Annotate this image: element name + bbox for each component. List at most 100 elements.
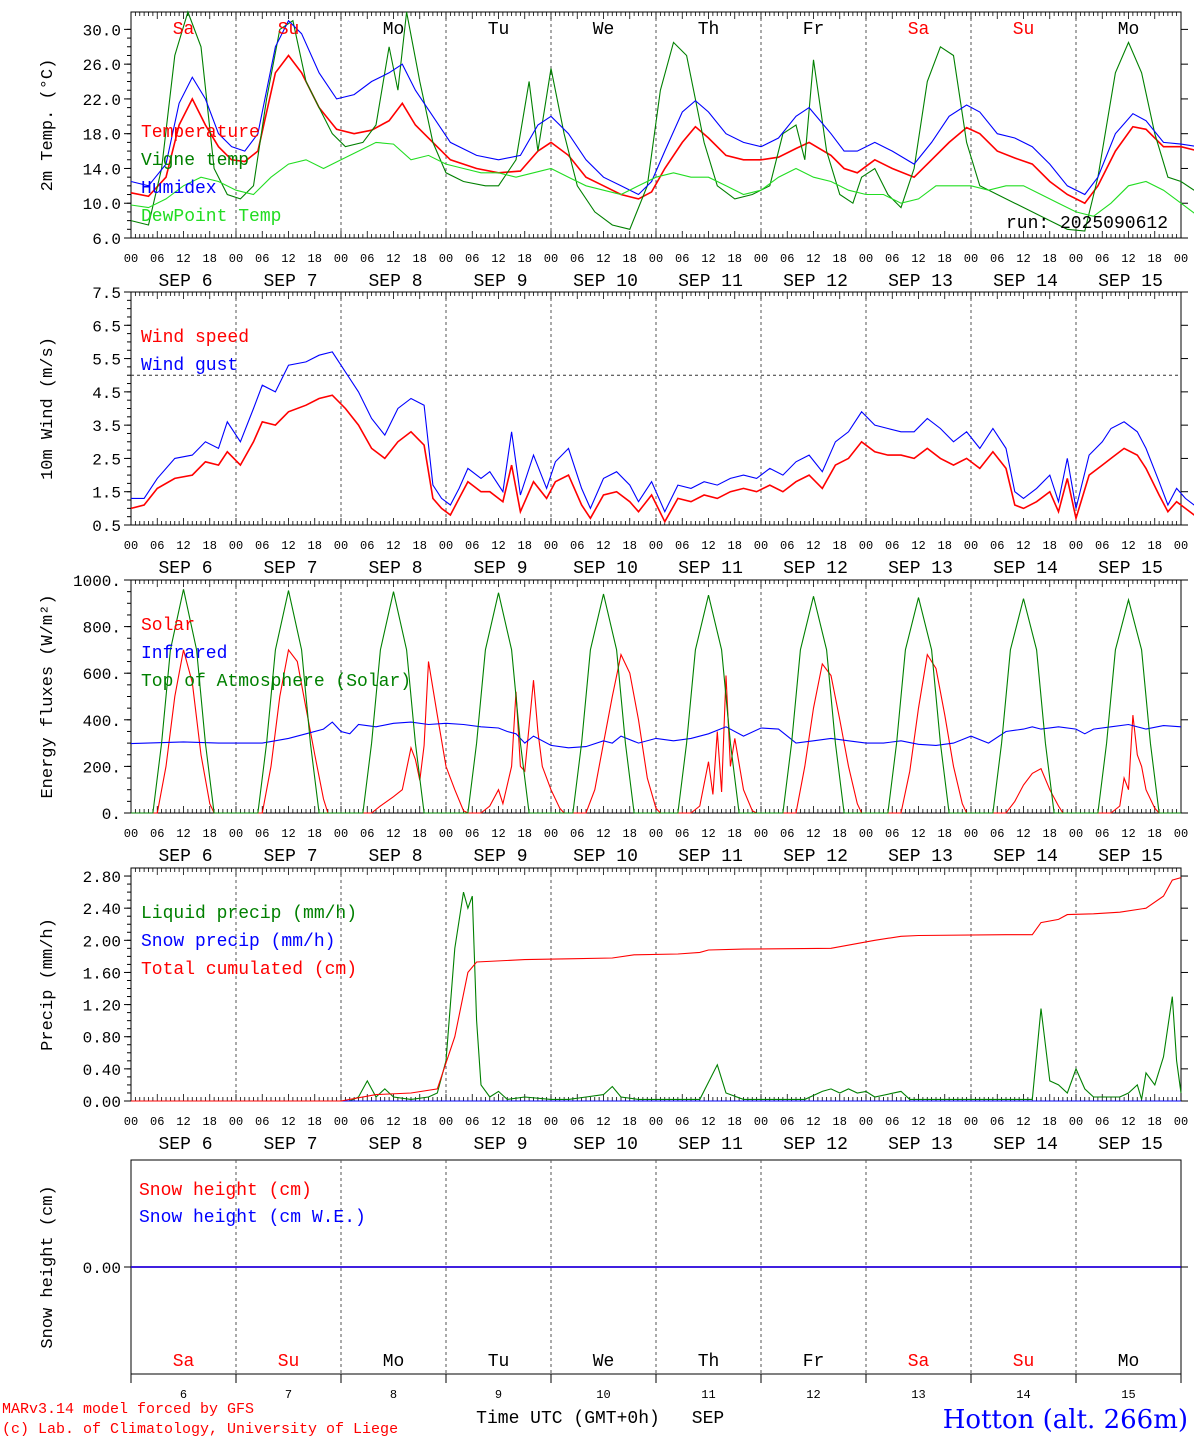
panel-3: 0. 200. 400. 600. 800. 1000. Energy fluxes (W/… bbox=[39, 573, 1188, 867]
date-label: SEP 14 bbox=[993, 272, 1058, 292]
weekday-label: Su bbox=[278, 1352, 300, 1372]
date-label: SEP 8 bbox=[368, 272, 422, 292]
y-axis-label: Snow height (cm) bbox=[39, 1185, 58, 1348]
y-tick-label: 1.20 bbox=[83, 998, 121, 1016]
weekday-label: Mo bbox=[1118, 1352, 1140, 1372]
y-tick-label: 30.0 bbox=[83, 22, 121, 40]
hour-tick-label: 00 bbox=[649, 827, 663, 841]
hour-tick-label: 00 bbox=[964, 827, 978, 841]
hour-tick-label: 12 bbox=[281, 539, 295, 553]
y-tick-label: 0. bbox=[102, 806, 121, 824]
date-label: SEP 13 bbox=[888, 847, 953, 867]
weekday-label: We bbox=[593, 20, 615, 40]
day-number-label: 11 bbox=[701, 1388, 715, 1402]
y-tick-label: 18.0 bbox=[83, 127, 121, 145]
date-label: SEP 13 bbox=[888, 559, 953, 579]
series-line-vigne-temp bbox=[130, 10, 1194, 232]
date-label: SEP 7 bbox=[263, 847, 317, 867]
y-tick-label: 0.00 bbox=[83, 1260, 121, 1278]
date-label: SEP 15 bbox=[1098, 1135, 1163, 1155]
hour-tick-label: 06 bbox=[570, 827, 584, 841]
weekday-label: Sa bbox=[173, 1352, 195, 1372]
date-label: SEP 6 bbox=[158, 847, 212, 867]
day-number-label: 14 bbox=[1016, 1388, 1030, 1402]
hour-tick-label: 18 bbox=[833, 539, 847, 553]
y-tick-label: 22.0 bbox=[83, 92, 121, 110]
station-label: Hotton (alt. 266m) bbox=[943, 1405, 1188, 1435]
x-axis-label: Time UTC (GMT+0h) bbox=[476, 1409, 660, 1429]
hour-tick-label: 00 bbox=[439, 1115, 453, 1129]
date-label: SEP 10 bbox=[573, 559, 638, 579]
hour-tick-label: 06 bbox=[675, 252, 689, 266]
hour-tick-label: 06 bbox=[990, 1115, 1004, 1129]
series-line-wind-gust bbox=[131, 351, 1194, 514]
date-label: SEP 11 bbox=[678, 847, 743, 867]
hour-tick-label: 00 bbox=[1174, 539, 1188, 553]
date-label: SEP 8 bbox=[368, 847, 422, 867]
weekday-label: Fr bbox=[803, 20, 825, 40]
hour-tick-label: 18 bbox=[728, 1115, 742, 1129]
weekday-label: Mo bbox=[383, 20, 405, 40]
hour-tick-label: 00 bbox=[334, 1115, 348, 1129]
hour-tick-label: 00 bbox=[544, 827, 558, 841]
hour-tick-label: 12 bbox=[806, 539, 820, 553]
hour-tick-label: 18 bbox=[728, 539, 742, 553]
hour-tick-label: 06 bbox=[255, 1115, 269, 1129]
series-line-infrared bbox=[130, 721, 1182, 749]
hour-tick-label: 18 bbox=[518, 539, 532, 553]
hour-tick-label: 12 bbox=[281, 252, 295, 266]
hour-tick-label: 12 bbox=[701, 1115, 715, 1129]
hour-tick-label: 06 bbox=[360, 539, 374, 553]
hour-tick-label: 00 bbox=[124, 539, 138, 553]
date-label: SEP 6 bbox=[158, 1135, 212, 1155]
hour-tick-label: 12 bbox=[1121, 539, 1135, 553]
y-tick-label: 1.60 bbox=[83, 965, 121, 983]
legend-entry: Vigne temp bbox=[141, 151, 249, 171]
y-tick-label: 1000. bbox=[73, 573, 121, 591]
month-label: SEP bbox=[692, 1409, 724, 1429]
hour-tick-label: 06 bbox=[360, 827, 374, 841]
y-tick-label: 6.5 bbox=[92, 318, 121, 336]
hour-tick-label: 12 bbox=[701, 827, 715, 841]
hour-tick-label: 00 bbox=[124, 1115, 138, 1129]
hour-tick-label: 18 bbox=[518, 827, 532, 841]
y-tick-label: 26.0 bbox=[83, 57, 121, 75]
legend-entry: DewPoint Temp bbox=[141, 207, 281, 227]
hour-tick-label: 12 bbox=[176, 827, 190, 841]
y-tick-label: 6.0 bbox=[92, 231, 121, 249]
hour-tick-label: 00 bbox=[754, 539, 768, 553]
y-axis-label: 2m Temp. (°C) bbox=[39, 59, 58, 192]
hour-tick-label: 06 bbox=[780, 539, 794, 553]
date-label: SEP 15 bbox=[1098, 847, 1163, 867]
date-label: SEP 12 bbox=[783, 1135, 848, 1155]
legend-entry: Solar bbox=[141, 616, 195, 636]
hour-tick-label: 06 bbox=[1095, 539, 1109, 553]
hour-tick-label: 00 bbox=[544, 539, 558, 553]
hour-tick-label: 12 bbox=[386, 827, 400, 841]
series-line-humidex bbox=[130, 19, 1194, 196]
y-tick-label: 600. bbox=[83, 666, 121, 684]
legend-entry: Wind speed bbox=[141, 328, 249, 348]
y-axis-label: Energy fluxes (W/m²) bbox=[39, 594, 58, 798]
hour-tick-label: 18 bbox=[623, 1115, 637, 1129]
day-number-label: 8 bbox=[390, 1388, 397, 1402]
hour-tick-label: 00 bbox=[439, 252, 453, 266]
panel-1: 6.0 10.0 14.0 18.0 22.0 26.0 30.0 2m Temp. (°C)… bbox=[39, 10, 1194, 292]
hour-tick-label: 18 bbox=[833, 827, 847, 841]
hour-tick-label: 18 bbox=[1043, 252, 1057, 266]
hour-tick-label: 18 bbox=[833, 252, 847, 266]
hour-tick-label: 06 bbox=[255, 252, 269, 266]
hour-tick-label: 12 bbox=[1121, 252, 1135, 266]
hour-tick-label: 06 bbox=[885, 252, 899, 266]
hour-tick-label: 00 bbox=[964, 252, 978, 266]
hour-tick-label: 12 bbox=[806, 1115, 820, 1129]
hour-tick-label: 12 bbox=[491, 252, 505, 266]
day-number-label: 12 bbox=[806, 1388, 820, 1402]
hour-tick-label: 00 bbox=[229, 539, 243, 553]
hour-tick-label: 18 bbox=[623, 827, 637, 841]
hour-tick-label: 12 bbox=[701, 539, 715, 553]
lab-credit: (c) Lab. of Climatology, University of L… bbox=[2, 1421, 398, 1438]
hour-tick-label: 00 bbox=[229, 827, 243, 841]
hour-tick-label: 06 bbox=[570, 539, 584, 553]
